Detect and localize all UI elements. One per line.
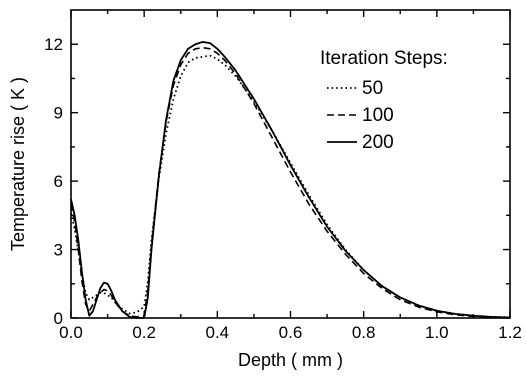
legend-label-50: 50 xyxy=(362,78,383,99)
x-tick-label: 0.6 xyxy=(279,323,303,342)
legend-label-100: 100 xyxy=(362,105,394,126)
legend-title: Iteration Steps: xyxy=(320,48,448,69)
x-axis-label: Depth ( mm ) xyxy=(238,350,343,370)
series-line-100 xyxy=(70,46,511,319)
y-tick-label: 3 xyxy=(54,241,63,260)
x-tick-label: 0.2 xyxy=(132,323,156,342)
x-tick-label: 1.0 xyxy=(425,323,449,342)
y-tick-label: 9 xyxy=(54,104,63,123)
series-line-200 xyxy=(70,41,511,319)
plot-area xyxy=(70,41,511,319)
x-tick-label: 0.4 xyxy=(206,323,230,342)
legend-label-200: 200 xyxy=(362,132,394,153)
x-tick-label: 0.0 xyxy=(59,323,83,342)
axes: 0.0 0.2 0.4 0.6 0.8 1.0 1.2 0 3 6 9 12 xyxy=(44,9,522,342)
x-tick-label: 0.8 xyxy=(352,323,376,342)
legend: Iteration Steps: 50 100 200 xyxy=(320,48,448,153)
x-tick-label: 1.2 xyxy=(498,323,522,342)
legend-items: 50 100 200 xyxy=(327,78,394,153)
series-line-50 xyxy=(70,54,511,319)
y-tick-label: 12 xyxy=(44,35,63,54)
y-axis-label: Temperature rise ( K ) xyxy=(8,77,28,251)
y-tick-label: 0 xyxy=(54,309,63,328)
y-tick-label: 6 xyxy=(54,172,63,191)
